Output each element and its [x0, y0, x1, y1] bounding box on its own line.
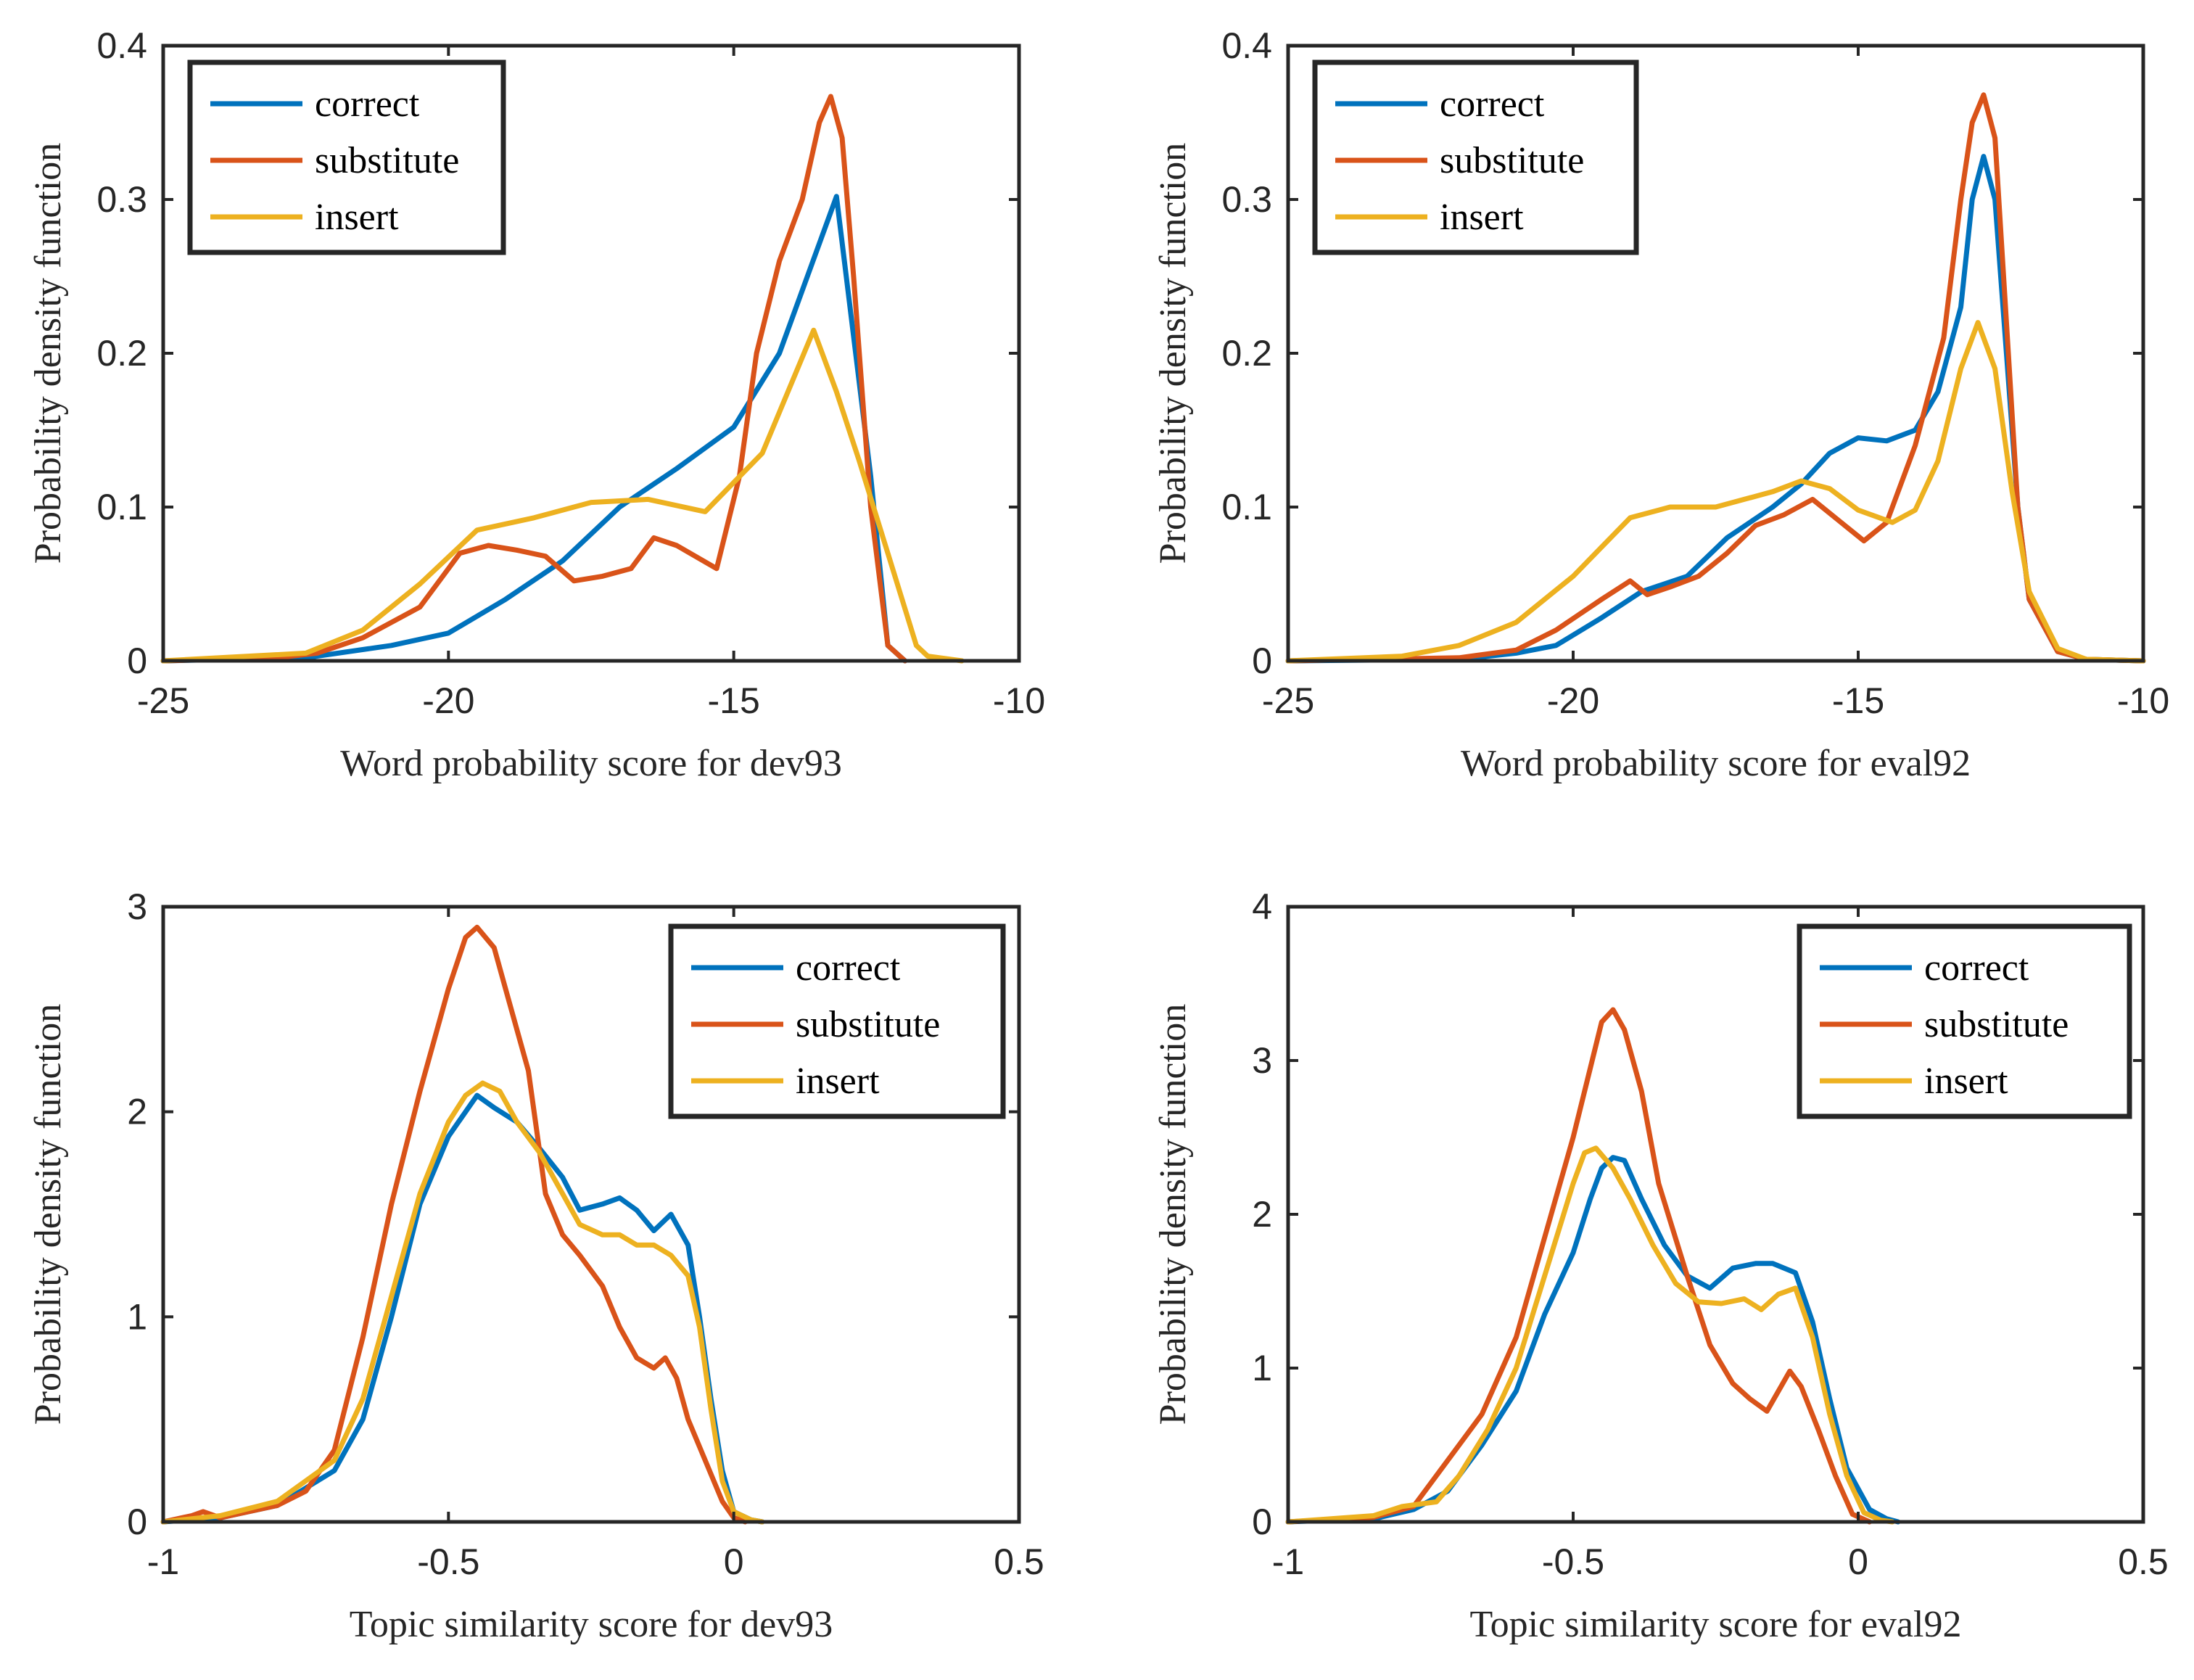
x-tick-label: 0.5 — [2118, 1541, 2169, 1582]
series-line-insert — [160, 1080, 765, 1525]
y-tick-label: 0.3 — [96, 179, 147, 220]
series-line-insert — [160, 327, 965, 664]
x-tick-label: -0.5 — [417, 1541, 479, 1582]
series-line-correct — [160, 1092, 765, 1525]
y-tick-label: 3 — [1252, 1040, 1272, 1081]
y-tick-label: 0 — [127, 1502, 147, 1542]
y-tick-label: 3 — [127, 886, 147, 927]
legend-label-correct: correct — [796, 947, 901, 989]
chart-panel-2: -25 -20 -15 -10 0 0.1 0.2 0.3 0.4 Word probabilit… — [1152, 25, 2169, 784]
x-tick-label: -1 — [147, 1541, 179, 1582]
y-tick-label: 1 — [1252, 1348, 1272, 1388]
chart-panel-3: -1 -0.5 0 0.5 0 1 2 3 Topic similarity score for… — [28, 886, 1044, 1645]
legend: correct substitute insert — [187, 59, 506, 255]
legend-label-insert: insert — [1924, 1061, 2008, 1102]
x-axis-label: Word probability score for eval92 — [1461, 743, 1971, 784]
y-tick-label: 0.1 — [1221, 487, 1272, 527]
legend-label-substitute: substitute — [315, 140, 459, 181]
x-axis-label: Topic similarity score for eval92 — [1470, 1604, 1962, 1645]
y-axis-label: Probability density function — [28, 1004, 69, 1425]
x-tick-label: -25 — [137, 680, 189, 721]
legend: correct substitute insert — [668, 923, 1006, 1119]
legend-label-substitute: substitute — [1440, 140, 1584, 181]
chart-panel-4: -1 -0.5 0 0.5 0 1 2 3 4 Topic similarity score fo… — [1152, 886, 2169, 1645]
y-tick-label: 4 — [1252, 886, 1272, 927]
y-tick-label: 0 — [127, 641, 147, 681]
x-tick-label: -1 — [1272, 1541, 1304, 1582]
series-line-insert — [1285, 320, 2146, 664]
x-tick-label: -15 — [1832, 680, 1884, 721]
x-tick-label: -10 — [2117, 680, 2169, 721]
y-tick-label: 0.2 — [1221, 333, 1272, 374]
x-tick-label: -20 — [1547, 680, 1599, 721]
y-tick-label: 2 — [1252, 1194, 1272, 1235]
x-tick-label: 0 — [1848, 1541, 1868, 1582]
x-tick-label: -15 — [708, 680, 760, 721]
x-tick-label: -20 — [422, 680, 474, 721]
x-tick-label: 0 — [724, 1541, 744, 1582]
x-tick-label: -10 — [993, 680, 1045, 721]
legend-label-correct: correct — [315, 83, 420, 125]
legend-label-substitute: substitute — [1924, 1004, 2069, 1045]
y-tick-label: 0.4 — [1221, 25, 1272, 66]
y-tick-label: 0 — [1252, 1502, 1272, 1542]
y-tick-label: 0.1 — [96, 487, 147, 527]
legend-label-correct: correct — [1924, 947, 2029, 989]
series-line-correct — [1285, 1155, 1901, 1525]
legend-box — [1312, 59, 1639, 255]
y-axis-label: Probability density function — [28, 143, 69, 564]
legend-box — [1797, 923, 2132, 1119]
y-tick-label: 0.4 — [96, 25, 147, 66]
y-axis-label: Probability density function — [1152, 1004, 1194, 1425]
x-tick-label: -25 — [1262, 680, 1314, 721]
y-tick-label: 0 — [1252, 641, 1272, 681]
x-axis-label: Word probability score for dev93 — [340, 743, 842, 784]
x-tick-label: -0.5 — [1542, 1541, 1604, 1582]
legend-label-insert: insert — [796, 1061, 880, 1102]
y-tick-label: 0.2 — [96, 333, 147, 374]
legend-label-correct: correct — [1440, 83, 1545, 125]
y-tick-label: 1 — [127, 1296, 147, 1337]
series-line-insert — [1285, 1145, 1895, 1525]
series-line-substitute — [1285, 1007, 1873, 1525]
legend-box — [668, 923, 1006, 1119]
y-axis-label: Probability density function — [1152, 143, 1194, 564]
series-line-substitute — [1285, 92, 2146, 664]
series-line-correct — [160, 194, 908, 664]
series-line-substitute — [160, 924, 748, 1525]
y-tick-label: 2 — [127, 1092, 147, 1132]
x-axis-label: Topic similarity score for dev93 — [350, 1604, 833, 1645]
legend-label-insert: insert — [1440, 197, 1524, 238]
legend: correct substitute insert — [1312, 59, 1639, 255]
legend-box — [187, 59, 506, 255]
legend: correct substitute insert — [1797, 923, 2132, 1119]
y-tick-label: 0.3 — [1221, 179, 1272, 220]
series-line-substitute — [160, 94, 908, 664]
chart-panel-1: -25 -20 -15 -10 0 0.1 0.2 0.3 0.4 Word probabilit… — [28, 25, 1045, 784]
x-tick-label: 0.5 — [994, 1541, 1044, 1582]
legend-label-substitute: substitute — [796, 1004, 940, 1045]
axes-frame — [161, 905, 1021, 1524]
legend-label-insert: insert — [315, 197, 399, 238]
